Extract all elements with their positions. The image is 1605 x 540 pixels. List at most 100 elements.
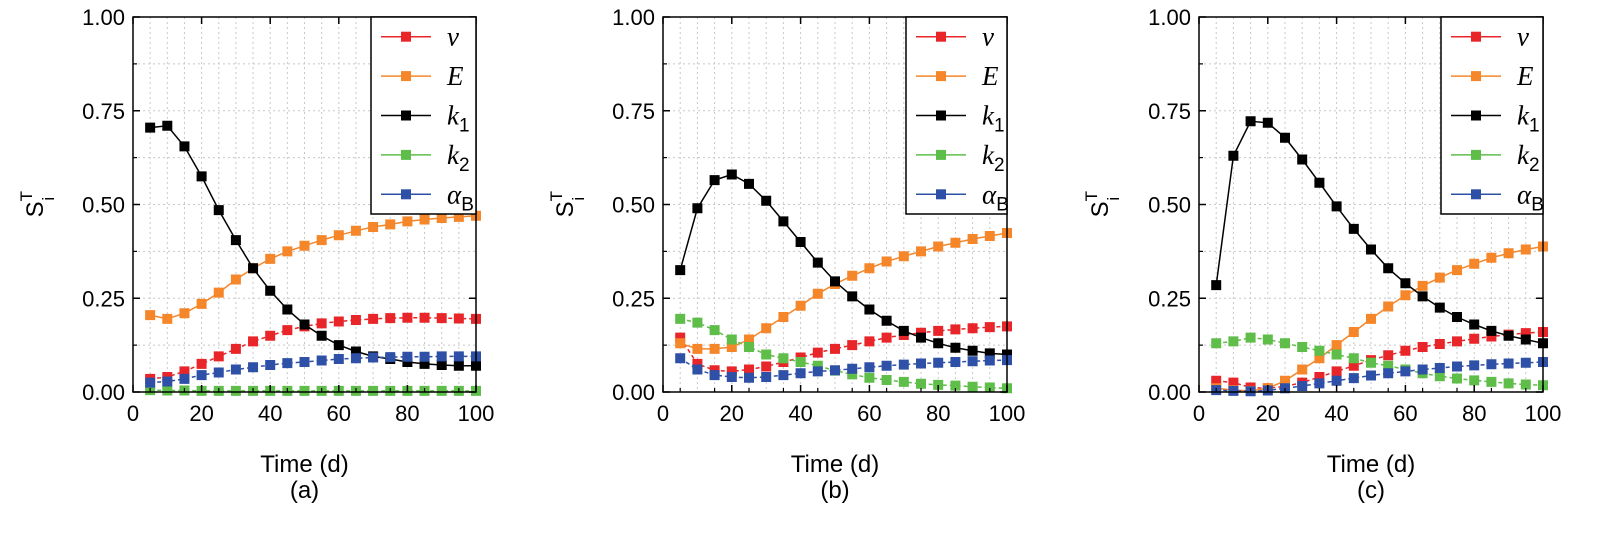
x-tick-label: 0 [1193, 401, 1205, 426]
data-point-v [453, 313, 464, 324]
series-alphaB [675, 353, 1012, 383]
data-point-k1 [812, 257, 823, 268]
y-axis-label-sup: T [547, 191, 566, 201]
data-point-E [1486, 252, 1497, 263]
data-point-alphaB [881, 360, 892, 371]
data-point-k2 [744, 342, 754, 352]
data-point-k1 [1366, 244, 1376, 255]
data-point-alphaB [265, 360, 276, 370]
legend-label-sub: 1 [994, 116, 1005, 137]
x-axis: 0 20 40 60 80 100 [657, 17, 1025, 426]
data-point-alphaB [1434, 363, 1445, 373]
data-point-E [333, 230, 344, 241]
legend-marker-k1 [1471, 110, 1481, 121]
x-tick-label: 60 [857, 401, 881, 426]
data-point-E [453, 211, 464, 222]
data-point-alphaB [950, 357, 961, 367]
data-point-alphaB [847, 363, 858, 374]
data-point-alphaB [1331, 375, 1342, 386]
data-point-v [350, 315, 361, 325]
legend-label-v: v [1517, 22, 1529, 52]
data-point-alphaB [1469, 360, 1480, 371]
x-tick-label: 60 [327, 401, 351, 426]
data-point-k1 [1297, 154, 1308, 165]
data-point-k2 [1520, 379, 1531, 390]
x-tick-label: 80 [395, 401, 419, 426]
data-point-E [282, 246, 293, 257]
data-point-alphaB [213, 367, 224, 378]
data-point-k1 [402, 357, 413, 367]
y-axis-label: ST i [547, 191, 588, 217]
data-point-k2 [162, 385, 173, 396]
data-point-k1 [1245, 116, 1256, 127]
data-point-E [864, 263, 875, 274]
data-point-E [898, 251, 909, 262]
data-point-v [847, 340, 858, 351]
data-point-alphaB [1400, 366, 1411, 377]
data-point-k1 [1262, 117, 1273, 128]
data-point-v [368, 313, 379, 324]
data-point-v [950, 324, 961, 335]
legend-marker-k2 [1471, 149, 1481, 160]
legend-marker-v [401, 31, 411, 42]
data-point-alphaB [333, 354, 344, 364]
data-point-alphaB [1366, 370, 1376, 381]
data-point-E [967, 234, 978, 244]
legend-label-main: E [446, 61, 464, 91]
y-axis-label-main: S [1087, 201, 1114, 217]
legend-label-main: α [982, 179, 997, 209]
data-point-alphaB [1297, 381, 1308, 391]
legend-label-sub: 1 [459, 116, 470, 137]
data-point-k2 [1228, 336, 1239, 347]
data-point-k1 [726, 169, 737, 180]
data-point-v [933, 325, 944, 336]
legend-label-main: k [1517, 101, 1530, 131]
legend-label-k2: k2 [1517, 140, 1540, 176]
x-tick-label: 0 [657, 401, 669, 426]
data-point-alphaB [385, 352, 396, 363]
data-point-E [316, 235, 327, 246]
data-point-alphaB [453, 351, 464, 362]
data-point-E [950, 237, 961, 248]
series-line-k2 [150, 389, 476, 392]
x-tick-label: 60 [1393, 401, 1417, 426]
data-point-alphaB [795, 368, 806, 379]
y-tick-label: 0.25 [612, 286, 655, 311]
data-point-v [196, 358, 207, 369]
series-group [145, 120, 481, 396]
data-point-E [1331, 340, 1342, 351]
data-point-E [1400, 290, 1411, 301]
data-point-alphaB [812, 366, 823, 377]
data-point-v [1348, 360, 1359, 371]
data-point-v [1228, 377, 1239, 388]
data-point-E [196, 298, 207, 309]
series-E [675, 228, 1012, 354]
data-point-k2 [1262, 334, 1273, 345]
data-point-E [984, 231, 995, 241]
data-point-k1 [950, 342, 961, 353]
data-point-v [1211, 375, 1222, 386]
data-point-E [675, 338, 686, 349]
y-axis-label-sup: T [1082, 191, 1101, 201]
data-point-k2 [675, 313, 686, 324]
data-point-k2 [1452, 373, 1462, 384]
legend-label-main: k [447, 101, 460, 131]
legend-label-v: v [982, 22, 994, 52]
data-point-k2 [1211, 338, 1222, 349]
y-tick-label: 0.75 [612, 99, 655, 124]
y-axis-label: ST i [1082, 191, 1123, 217]
data-point-k1 [864, 304, 875, 315]
y-tick-label: 0.25 [82, 286, 125, 311]
data-point-E [847, 270, 858, 281]
data-point-alphaB [1348, 373, 1359, 384]
data-point-v [812, 347, 823, 358]
data-point-k1 [1503, 330, 1514, 341]
data-point-alphaB [916, 358, 926, 369]
data-point-k1 [419, 358, 430, 369]
y-axis: 0.00 0.25 0.50 0.75 1.00 [1148, 5, 1543, 405]
y-tick-label: 0.00 [82, 380, 125, 405]
data-point-v [675, 332, 686, 343]
data-point-k1 [282, 304, 293, 315]
series-alphaB [1211, 357, 1548, 397]
